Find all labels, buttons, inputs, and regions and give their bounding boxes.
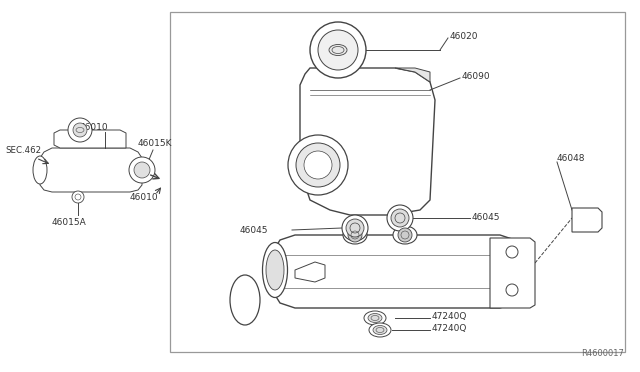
Circle shape: [387, 205, 413, 231]
Polygon shape: [490, 238, 535, 308]
Circle shape: [310, 22, 366, 78]
Polygon shape: [275, 235, 520, 308]
Ellipse shape: [373, 326, 387, 334]
Circle shape: [318, 30, 358, 70]
Text: 46048: 46048: [557, 154, 586, 163]
Bar: [170, 12, 625, 352]
Circle shape: [304, 151, 332, 179]
Ellipse shape: [343, 226, 367, 244]
Circle shape: [348, 228, 362, 242]
Polygon shape: [572, 208, 602, 232]
Ellipse shape: [266, 250, 284, 290]
Ellipse shape: [33, 156, 47, 184]
Circle shape: [391, 209, 409, 227]
Text: 47240Q: 47240Q: [432, 312, 467, 321]
Circle shape: [134, 162, 150, 178]
Text: 47240Q: 47240Q: [432, 324, 467, 334]
Ellipse shape: [329, 45, 347, 55]
Circle shape: [296, 143, 340, 187]
Text: 46020: 46020: [450, 32, 479, 41]
Ellipse shape: [230, 275, 260, 325]
Text: 46045: 46045: [472, 212, 500, 221]
Ellipse shape: [393, 226, 417, 244]
Polygon shape: [295, 262, 325, 282]
Text: 46015K: 46015K: [138, 138, 173, 148]
Text: 46015A: 46015A: [52, 218, 87, 227]
Polygon shape: [40, 148, 142, 192]
Polygon shape: [395, 68, 430, 82]
Circle shape: [398, 228, 412, 242]
Polygon shape: [300, 68, 435, 215]
Text: 46010: 46010: [80, 122, 109, 131]
Text: 46045: 46045: [239, 225, 268, 234]
Circle shape: [288, 135, 348, 195]
Circle shape: [73, 123, 87, 137]
Ellipse shape: [262, 243, 287, 298]
Ellipse shape: [369, 323, 391, 337]
Circle shape: [72, 191, 84, 203]
Circle shape: [346, 219, 364, 237]
Polygon shape: [54, 130, 126, 148]
Ellipse shape: [368, 314, 382, 323]
Ellipse shape: [364, 311, 386, 325]
Circle shape: [342, 215, 368, 241]
Text: 46010: 46010: [130, 192, 159, 202]
Text: SEC.462: SEC.462: [5, 145, 41, 154]
Text: 46090: 46090: [462, 71, 491, 80]
Circle shape: [129, 157, 155, 183]
Text: R4600017: R4600017: [581, 349, 624, 358]
Circle shape: [68, 118, 92, 142]
